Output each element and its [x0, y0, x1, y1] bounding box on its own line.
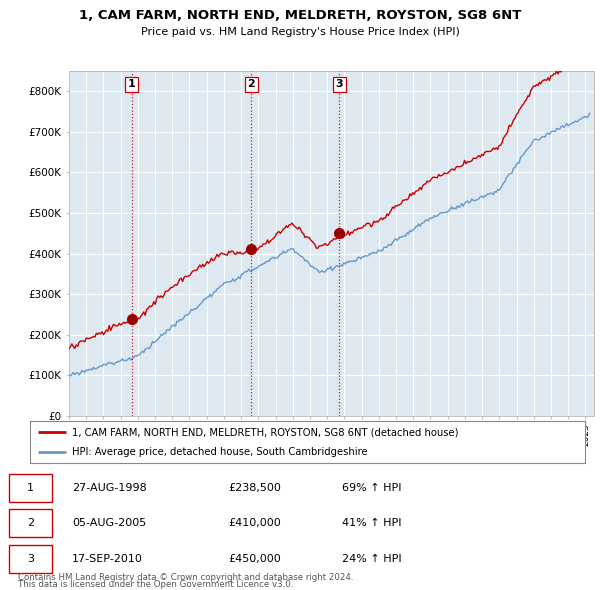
- Text: 27-AUG-1998: 27-AUG-1998: [72, 483, 147, 493]
- Text: Price paid vs. HM Land Registry's House Price Index (HPI): Price paid vs. HM Land Registry's House …: [140, 27, 460, 37]
- FancyBboxPatch shape: [9, 545, 52, 573]
- Text: 1: 1: [27, 483, 34, 493]
- Text: 1, CAM FARM, NORTH END, MELDRETH, ROYSTON, SG8 6NT (detached house): 1, CAM FARM, NORTH END, MELDRETH, ROYSTO…: [71, 427, 458, 437]
- Text: £410,000: £410,000: [228, 519, 281, 528]
- Text: 3: 3: [335, 80, 343, 90]
- Text: £238,500: £238,500: [228, 483, 281, 493]
- Text: 2: 2: [247, 80, 255, 90]
- Text: £450,000: £450,000: [228, 554, 281, 563]
- FancyBboxPatch shape: [9, 509, 52, 537]
- Text: 24% ↑ HPI: 24% ↑ HPI: [342, 554, 401, 563]
- Text: Contains HM Land Registry data © Crown copyright and database right 2024.: Contains HM Land Registry data © Crown c…: [18, 573, 353, 582]
- Text: This data is licensed under the Open Government Licence v3.0.: This data is licensed under the Open Gov…: [18, 581, 293, 589]
- Text: 1, CAM FARM, NORTH END, MELDRETH, ROYSTON, SG8 6NT: 1, CAM FARM, NORTH END, MELDRETH, ROYSTO…: [79, 9, 521, 22]
- Text: 1: 1: [128, 80, 136, 90]
- Text: 2: 2: [27, 519, 34, 528]
- Text: 05-AUG-2005: 05-AUG-2005: [72, 519, 146, 528]
- Text: 41% ↑ HPI: 41% ↑ HPI: [342, 519, 401, 528]
- Text: 3: 3: [27, 554, 34, 563]
- Text: 69% ↑ HPI: 69% ↑ HPI: [342, 483, 401, 493]
- Text: HPI: Average price, detached house, South Cambridgeshire: HPI: Average price, detached house, Sout…: [71, 447, 367, 457]
- FancyBboxPatch shape: [9, 474, 52, 502]
- Text: 17-SEP-2010: 17-SEP-2010: [72, 554, 143, 563]
